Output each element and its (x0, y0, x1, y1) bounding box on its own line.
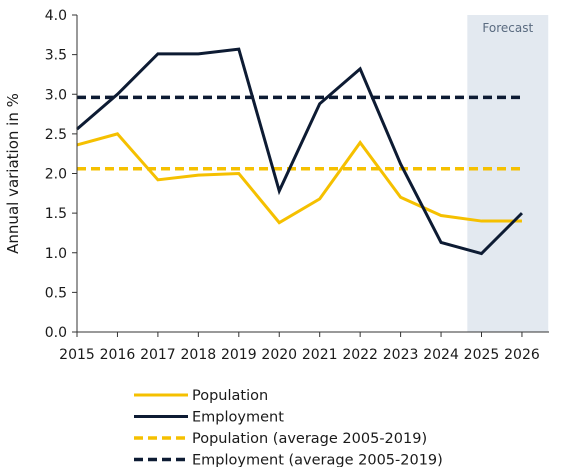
y-tick-label: 2.5 (45, 127, 67, 143)
y-tick-label: 3.5 (45, 48, 67, 64)
x-tick-label: 2026 (504, 347, 540, 363)
x-tick-label: 2022 (342, 347, 378, 363)
legend-label: Employment (192, 410, 284, 426)
x-axis-ticks: 2015 2016 2017 2018 2019 2020 2021 2022 2023 2024… (59, 332, 540, 363)
y-tick-label: 2.0 (45, 167, 67, 183)
legend-label: Population (192, 388, 268, 404)
x-tick-label: 2017 (140, 347, 176, 363)
x-tick-label: 2025 (464, 347, 500, 363)
y-tick-label: 4.0 (45, 8, 67, 24)
y-axis-ticks: 0.0 0.5 1.0 1.5 2.0 2.5 3.0 3.5 4.0 (45, 8, 77, 341)
x-tick-label: 2023 (383, 347, 419, 363)
y-tick-label: 3.0 (45, 87, 67, 103)
y-tick-label: 0.5 (45, 285, 67, 301)
y-tick-label: 0.0 (45, 325, 67, 341)
y-axis-label: Annual variation in % (4, 93, 22, 254)
series-line-0 (76, 132, 522, 225)
x-tick-label: 2019 (221, 347, 257, 363)
legend-label: Population (average 2005-2019) (192, 431, 427, 447)
series-line-1 (76, 47, 524, 256)
legend: Population Employment Population (average … (134, 388, 443, 467)
x-tick-label: 2015 (59, 347, 95, 363)
series-layer (76, 47, 524, 256)
x-tick-label: 2021 (302, 347, 338, 363)
y-tick-label: 1.5 (45, 206, 67, 222)
x-tick-label: 2024 (423, 347, 459, 363)
x-tick-label: 2018 (181, 347, 217, 363)
forecast-label: Forecast (482, 21, 533, 35)
x-tick-label: 2016 (100, 347, 136, 363)
y-tick-label: 1.0 (45, 246, 67, 262)
legend-label: Employment (average 2005-2019) (192, 453, 443, 467)
forecast-band (467, 15, 549, 332)
x-tick-label: 2020 (261, 347, 297, 363)
